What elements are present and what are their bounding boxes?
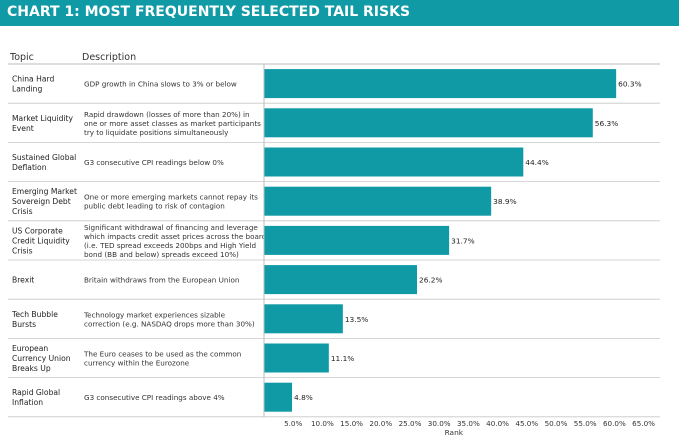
bar bbox=[264, 69, 617, 99]
topic-label: Event bbox=[12, 124, 34, 133]
topic-label: Currency Union bbox=[12, 354, 71, 363]
bar bbox=[264, 382, 293, 412]
topic-label: Market Liquidity bbox=[12, 114, 74, 123]
topic-label: Tech Bubble bbox=[11, 310, 58, 319]
bar bbox=[264, 147, 524, 177]
description-text: GDP growth in China slows to 3% or below bbox=[84, 80, 237, 89]
x-tick-label: 25.0% bbox=[399, 419, 422, 428]
x-tick-label: 15.0% bbox=[340, 419, 363, 428]
x-tick-label: 65.0% bbox=[632, 419, 655, 428]
topic-label: Credit Liquidity bbox=[12, 236, 70, 245]
description-text: Technology market experiences sizable bbox=[83, 310, 226, 319]
bar bbox=[264, 265, 418, 295]
value-label: 11.1% bbox=[331, 354, 354, 363]
value-label: 38.9% bbox=[493, 197, 516, 206]
bar bbox=[264, 304, 343, 334]
description-text: G3 consecutive CPI readings below 0% bbox=[84, 158, 224, 167]
description-text: One or more emerging markets cannot repa… bbox=[84, 193, 258, 202]
x-tick-label: 35.0% bbox=[457, 419, 480, 428]
topic-label: Landing bbox=[12, 85, 42, 94]
x-tick-label: 5.0% bbox=[284, 419, 302, 428]
value-label: 44.4% bbox=[525, 158, 548, 167]
topic-label: Rapid Global bbox=[12, 388, 60, 397]
description-column-header: Description bbox=[82, 52, 137, 63]
description-text: (i.e. TED spread exceeds 200bps and High… bbox=[84, 241, 256, 250]
value-label: 31.7% bbox=[451, 236, 474, 245]
topic-label: European bbox=[12, 344, 48, 353]
topic-label: China Hard bbox=[12, 75, 54, 84]
x-tick-label: 50.0% bbox=[545, 419, 568, 428]
topic-label: Crisis bbox=[12, 246, 33, 255]
topic-label: Bursts bbox=[12, 320, 36, 329]
description-text: The Euro ceases to be used as the common bbox=[83, 350, 241, 359]
description-text: G3 consecutive CPI readings above 4% bbox=[84, 393, 225, 402]
x-tick-label: 10.0% bbox=[311, 419, 334, 428]
topic-label: Sustained Global bbox=[12, 153, 76, 162]
topic-column-header: Topic bbox=[10, 52, 34, 63]
bar bbox=[264, 108, 593, 138]
x-axis-label: Rank bbox=[445, 428, 464, 437]
description-text: Britain withdraws from the European Unio… bbox=[84, 276, 239, 285]
x-tick-label: 30.0% bbox=[428, 419, 451, 428]
topic-label: US Corporate bbox=[12, 226, 63, 235]
value-label: 13.5% bbox=[345, 315, 368, 324]
description-text: Significant withdrawal of financing and … bbox=[84, 223, 258, 232]
x-tick-label: 55.0% bbox=[574, 419, 597, 428]
x-tick-label: 20.0% bbox=[369, 419, 392, 428]
description-text: correction (e.g. NASDAQ drops more than … bbox=[84, 319, 255, 328]
description-text: Rapid drawdown (losses of more than 20%)… bbox=[84, 110, 250, 119]
value-label: 60.3% bbox=[618, 80, 641, 89]
topic-label: Brexit bbox=[12, 276, 34, 285]
chart-title: CHART 1: MOST FREQUENTLY SELECTED TAIL R… bbox=[7, 4, 411, 20]
description-text: public debt leading to risk of contagion bbox=[84, 202, 225, 211]
x-tick-label: 60.0% bbox=[603, 419, 626, 428]
value-label: 56.3% bbox=[595, 119, 618, 128]
description-text: try to liquidate positions simultaneousl… bbox=[84, 128, 229, 137]
value-label: 4.8% bbox=[294, 393, 313, 402]
bar bbox=[264, 343, 329, 373]
topic-label: Inflation bbox=[12, 398, 43, 407]
description-text: one or more asset classes as market part… bbox=[84, 119, 261, 128]
description-text: currency within the Eurozone bbox=[84, 359, 190, 368]
description-text: bond (BB and below) spreads exceed 10%) bbox=[84, 250, 239, 259]
title-bar: CHART 1: MOST FREQUENTLY SELECTED TAIL R… bbox=[0, 0, 679, 26]
topic-label: Emerging Market bbox=[12, 187, 77, 196]
bar bbox=[264, 186, 492, 216]
value-label: 26.2% bbox=[419, 276, 442, 285]
x-tick-label: 40.0% bbox=[486, 419, 509, 428]
x-tick-label: 45.0% bbox=[515, 419, 538, 428]
description-text: which impacts credit asset prices across… bbox=[84, 232, 266, 241]
bar bbox=[264, 225, 450, 255]
topic-label: Crisis bbox=[12, 207, 33, 216]
topic-label: Deflation bbox=[12, 163, 47, 172]
topic-label: Sovereign Debt bbox=[12, 197, 71, 206]
topic-label: Breaks Up bbox=[12, 364, 51, 373]
